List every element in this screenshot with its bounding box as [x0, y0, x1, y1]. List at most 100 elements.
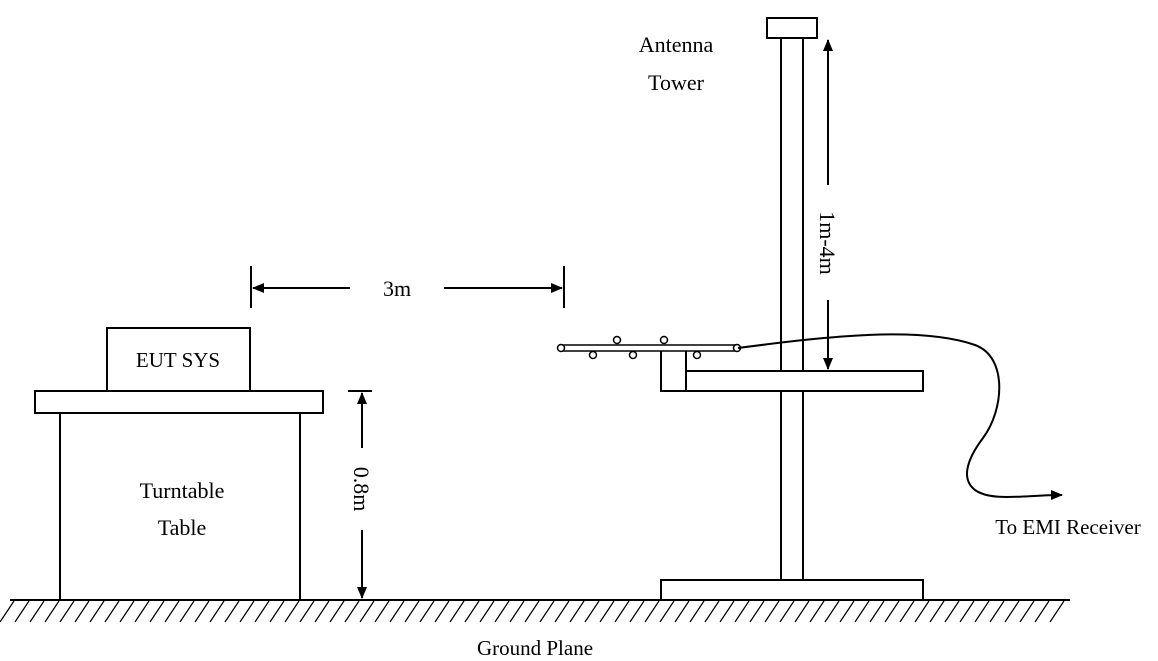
antenna-boom — [560, 344, 738, 352]
table-body — [59, 411, 301, 601]
antenna-element — [659, 335, 669, 345]
ground-plane — [0, 599, 1070, 623]
antenna-tower-label-line1: Antenna — [639, 32, 714, 57]
hatch-mark — [494, 600, 510, 623]
hatch-mark — [869, 600, 885, 623]
tower-base — [660, 579, 924, 601]
receiver-label: To EMI Receiver — [995, 515, 1140, 539]
hatch-mark — [704, 600, 720, 623]
turntable-label-line1: Turntable — [140, 478, 225, 503]
hatch-mark — [779, 600, 795, 623]
hatch-mark — [749, 600, 765, 623]
distance-label: 3m — [383, 276, 411, 301]
tower-cap — [766, 17, 818, 39]
hatch-mark — [449, 600, 465, 623]
hatch-mark — [239, 600, 255, 623]
hatch-mark — [194, 600, 210, 623]
table-height-label: 0.8m — [349, 467, 374, 512]
hatch-mark — [14, 600, 30, 623]
table-top — [34, 390, 324, 414]
antenna-tower — [660, 17, 924, 601]
hatch-mark — [524, 600, 540, 623]
receiver-cable — [737, 333, 1063, 501]
hatch-mark — [734, 600, 750, 623]
ground-plane-label: Ground Plane — [477, 636, 593, 660]
antenna-tower-label-line2: Tower — [648, 70, 705, 95]
hatch-mark — [644, 600, 660, 623]
hatch-mark — [179, 600, 195, 623]
hatch-mark — [794, 600, 810, 623]
ground-hatching — [0, 600, 1065, 623]
hatch-mark — [719, 600, 735, 623]
hatch-mark — [659, 600, 675, 623]
table-height-dimension — [348, 390, 372, 601]
hatch-mark — [224, 600, 240, 623]
antenna-carriage-arm — [685, 370, 924, 392]
hatch-mark — [959, 600, 975, 623]
hatch-mark — [74, 600, 90, 623]
antenna-element — [556, 343, 566, 353]
hatch-mark — [359, 600, 375, 623]
hatch-mark — [809, 600, 825, 623]
hatch-mark — [1019, 600, 1035, 623]
antenna-mount-block — [660, 348, 687, 392]
hatch-mark — [824, 600, 840, 623]
hatch-mark — [329, 600, 345, 623]
eut-box — [106, 327, 251, 392]
hatch-mark — [419, 600, 435, 623]
antenna — [556, 335, 742, 360]
hatch-mark — [764, 600, 780, 623]
hatch-mark — [119, 600, 135, 623]
antenna-element — [628, 350, 638, 360]
turntable-label-line2: Table — [158, 515, 207, 540]
height-range-label: 1m-4m — [815, 211, 840, 275]
hatch-mark — [884, 600, 900, 623]
hatch-mark — [629, 600, 645, 623]
hatch-mark — [209, 600, 225, 623]
antenna-element — [612, 335, 622, 345]
hatch-mark — [509, 600, 525, 623]
hatch-mark — [929, 600, 945, 623]
hatch-mark — [674, 600, 690, 623]
hatch-mark — [164, 600, 180, 623]
hatch-mark — [314, 600, 330, 623]
hatch-mark — [89, 600, 105, 623]
hatch-mark — [464, 600, 480, 623]
hatch-mark — [839, 600, 855, 623]
hatch-mark — [944, 600, 960, 623]
hatch-mark — [974, 600, 990, 623]
hatch-mark — [269, 600, 285, 623]
hatch-mark — [44, 600, 60, 623]
hatch-mark — [29, 600, 45, 623]
hatch-mark — [854, 600, 870, 623]
hatch-mark — [899, 600, 915, 623]
hatch-mark — [1004, 600, 1020, 623]
tower-mast — [780, 37, 804, 581]
hatch-mark — [404, 600, 420, 623]
hatch-mark — [1034, 600, 1050, 623]
hatch-mark — [149, 600, 165, 623]
hatch-mark — [539, 600, 555, 623]
eut-label: EUT SYS — [136, 348, 220, 372]
hatch-mark — [59, 600, 75, 623]
hatch-mark — [0, 600, 15, 623]
hatch-mark — [344, 600, 360, 623]
hatch-mark — [104, 600, 120, 623]
hatch-mark — [134, 600, 150, 623]
hatch-mark — [479, 600, 495, 623]
hatch-mark — [569, 600, 585, 623]
antenna-element — [588, 350, 598, 360]
distance-dimension — [250, 266, 565, 308]
hatch-mark — [554, 600, 570, 623]
hatch-mark — [689, 600, 705, 623]
hatch-mark — [584, 600, 600, 623]
antenna-element — [692, 350, 702, 360]
hatch-mark — [614, 600, 630, 623]
hatch-mark — [1049, 600, 1065, 623]
turntable-table — [34, 327, 324, 601]
hatch-mark — [914, 600, 930, 623]
cable-path — [737, 333, 1063, 501]
hatch-mark — [299, 600, 315, 623]
hatch-mark — [989, 600, 1005, 623]
